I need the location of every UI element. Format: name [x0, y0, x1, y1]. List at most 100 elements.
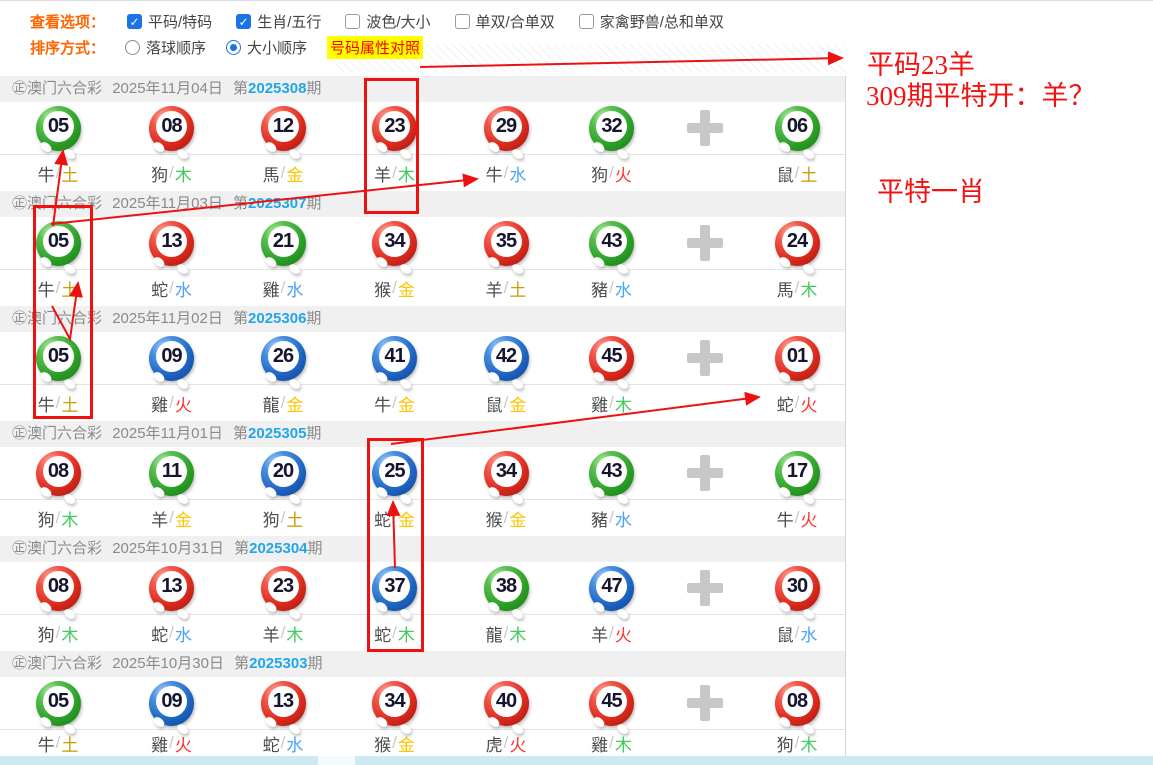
lottery-ball: 38	[483, 565, 529, 611]
number-attribute-compare-link[interactable]: 号码属性对照	[327, 36, 424, 59]
draw-date: 2025年10月31日	[112, 540, 224, 557]
ball-number: 20	[272, 459, 294, 482]
lottery-ball: 32	[589, 105, 634, 151]
ball-row: 05 08 12 23 29 32 06	[0, 102, 845, 154]
zodiac-element-label: 鼠 / 金	[485, 393, 527, 415]
zodiac-element-label: 虎 / 火	[485, 733, 527, 755]
radio-icon[interactable]	[226, 40, 242, 55]
ball-number: 08	[786, 689, 808, 712]
view-option[interactable]: ✓ 生肖/五行	[236, 11, 321, 32]
ball-row: 05 09 13 34 40 45 08	[0, 677, 845, 729]
highlight-rect-ball05s	[33, 205, 93, 419]
lottery-ball: 29	[483, 105, 529, 151]
ball-number: 40	[495, 689, 517, 712]
lottery-ball: 45	[589, 680, 634, 726]
lottery-ball: 13	[149, 565, 194, 611]
view-option-label: 平码/特码	[148, 14, 213, 31]
zodiac-element-label: 狗 / 土	[262, 508, 304, 530]
zodiac-element-label: 雞 / 火	[151, 733, 192, 755]
zodiac-element-label: 牛 / 金	[374, 393, 415, 415]
checkbox-icon[interactable]	[454, 14, 470, 29]
lottery-ball: 42	[483, 335, 529, 381]
sort-option[interactable]: 大小顺序	[226, 37, 307, 58]
ball-number: 26	[272, 344, 294, 367]
horizontal-scrollbar[interactable]	[0, 756, 1153, 765]
ball-number: 35	[495, 229, 517, 252]
lottery-ball: 08	[35, 565, 81, 611]
sort-option[interactable]: 落球顺序	[125, 37, 206, 58]
annotation-line2: 309期平特开：羊？	[866, 81, 1096, 111]
special-ball: 01	[774, 335, 820, 381]
ball-number: 38	[495, 574, 517, 597]
lottery-ball: 43	[589, 450, 634, 496]
zodiac-element-label: 龍 / 金	[262, 393, 304, 415]
ball-number: 23	[272, 574, 294, 597]
zodiac-element-label: 豬 / 水	[591, 278, 632, 300]
plus-icon	[686, 110, 723, 146]
radio-icon[interactable]	[125, 40, 141, 55]
view-option[interactable]: ✓ 平码/特码	[127, 11, 212, 32]
ball-row: 08 13 23 37 38 47 30	[0, 562, 845, 614]
lottery-ball: 23	[260, 565, 306, 611]
ball-number: 13	[161, 229, 182, 252]
zodiac-element-label: 蛇 / 水	[151, 278, 192, 300]
lottery-ball: 26	[260, 335, 306, 381]
plus-icon	[686, 570, 723, 606]
zodiac-element-label: 馬 / 木	[776, 278, 818, 300]
draw-block: ㊣澳门六合彩 2025年11月02日 第2025306期 05 09 26 41 42 4…	[0, 306, 845, 421]
draw-title: ㊣澳门六合彩	[12, 540, 103, 557]
view-option[interactable]: 单双/合单双	[454, 11, 555, 32]
zodiac-element-label: 蛇 / 水	[151, 623, 192, 645]
ball-number: 08	[47, 459, 69, 482]
ball-number: 08	[161, 114, 182, 137]
draw-period: 第2025303期	[234, 655, 323, 672]
draw-period: 第2025306期	[233, 310, 322, 327]
checkbox-icon[interactable]: ✓	[127, 14, 143, 29]
annotation-line3: 平特一肖	[877, 177, 985, 207]
ball-number: 06	[786, 114, 808, 137]
zodiac-element-label: 牛 / 水	[485, 163, 527, 185]
checkbox-icon[interactable]: ✓	[236, 14, 252, 29]
zodiac-element-label: 龍 / 木	[485, 623, 527, 645]
zodiac-element-label: 雞 / 木	[591, 393, 632, 415]
checkbox-icon[interactable]	[578, 14, 594, 29]
annotation-line1: 平码23羊	[867, 50, 975, 80]
zodiac-element-label: 狗 / 木	[37, 623, 79, 645]
ball-row: 05 13 21 34 35 43 24	[0, 217, 845, 269]
view-option-label: 生肖/五行	[257, 14, 322, 31]
lottery-ball: 08	[149, 105, 194, 151]
zodiac-element-label: 鼠 / 水	[776, 623, 818, 645]
label-row: 牛 / 土蛇 / 水雞 / 水猴 / 金羊 / 土豬 / 水馬 / 木	[0, 269, 845, 306]
lottery-ball: 09	[149, 680, 194, 726]
ball-number: 13	[272, 689, 294, 712]
ball-number: 05	[47, 229, 69, 252]
ball-number: 47	[601, 574, 622, 597]
ball-number: 12	[272, 114, 294, 137]
sort-option-label: 落球顺序	[146, 40, 207, 57]
ball-number: 42	[495, 344, 517, 367]
ball-number: 17	[786, 459, 808, 482]
lottery-ball: 37	[372, 565, 417, 611]
draw-period: 第2025305期	[233, 425, 322, 442]
view-option-label: 家禽野兽/总和单双	[599, 14, 724, 31]
view-option[interactable]: 家禽野兽/总和单双	[578, 11, 724, 32]
special-ball: 06	[774, 105, 820, 151]
zodiac-element-label: 蛇 / 火	[776, 393, 818, 415]
zodiac-element-label: 馬 / 金	[262, 163, 304, 185]
lottery-ball: 13	[149, 220, 194, 266]
lottery-ball: 09	[149, 335, 194, 381]
lottery-ball: 05	[35, 680, 81, 726]
ball-number: 43	[601, 229, 622, 252]
scrollbar-thumb[interactable]	[318, 756, 355, 765]
checkbox-icon[interactable]	[345, 14, 361, 29]
view-option[interactable]: 波色/大小	[345, 11, 431, 32]
ball-number: 09	[161, 689, 182, 712]
ball-number: 05	[47, 114, 69, 137]
ball-number: 34	[495, 459, 517, 482]
draw-date: 2025年11月04日	[112, 80, 223, 97]
draw-period: 第2025308期	[233, 80, 322, 97]
draw-header: ㊣澳门六合彩 2025年11月02日 第2025306期	[0, 306, 845, 332]
ball-number: 11	[161, 459, 182, 482]
ball-row: 08 11 20 25 34 43 17	[0, 447, 845, 499]
ball-number: 13	[161, 574, 182, 597]
